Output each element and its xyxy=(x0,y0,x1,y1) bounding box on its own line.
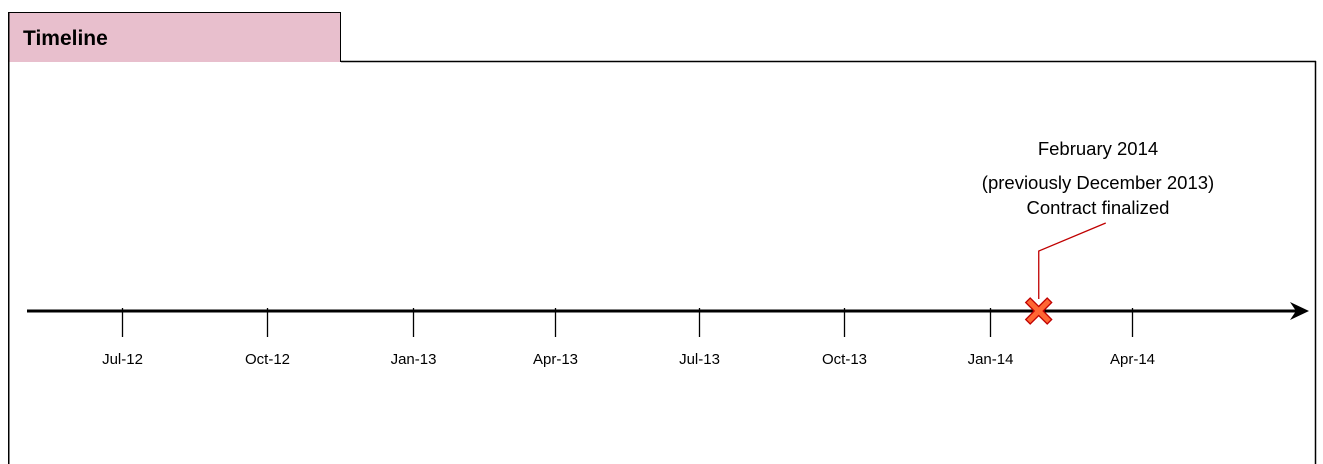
axis-tick-label: Jul-12 xyxy=(102,351,143,368)
milestone: February 2014 (previously December 2013) C… xyxy=(982,138,1214,325)
axis-tick-label: Oct-13 xyxy=(822,351,867,368)
axis-tick-label: Jul-13 xyxy=(679,351,720,368)
axis-tick-label: Jan-14 xyxy=(968,351,1014,368)
axis-tick-label: Apr-14 xyxy=(1110,351,1155,368)
axis-arrow-head xyxy=(1290,302,1309,320)
axis-tick-label: Apr-13 xyxy=(533,351,578,368)
axis-ticks: Jul-12 Oct-12 Jan-13 Apr-13 Jul-13 Oct-13 Jan-… xyxy=(102,308,1155,368)
x-marker-icon xyxy=(1024,297,1053,325)
milestone-callout-line: Contract finalized xyxy=(1027,197,1170,218)
timeline-tab: Timeline xyxy=(8,12,341,62)
axis-tick-label: Jan-13 xyxy=(391,351,437,368)
timeline-title: Timeline xyxy=(23,27,108,50)
milestone-leader-line xyxy=(1038,222,1106,299)
axis-tick-label: Oct-12 xyxy=(245,351,290,368)
milestone-callout-line: (previously December 2013) xyxy=(982,172,1214,193)
milestone-callout-line: February 2014 xyxy=(1038,138,1158,159)
